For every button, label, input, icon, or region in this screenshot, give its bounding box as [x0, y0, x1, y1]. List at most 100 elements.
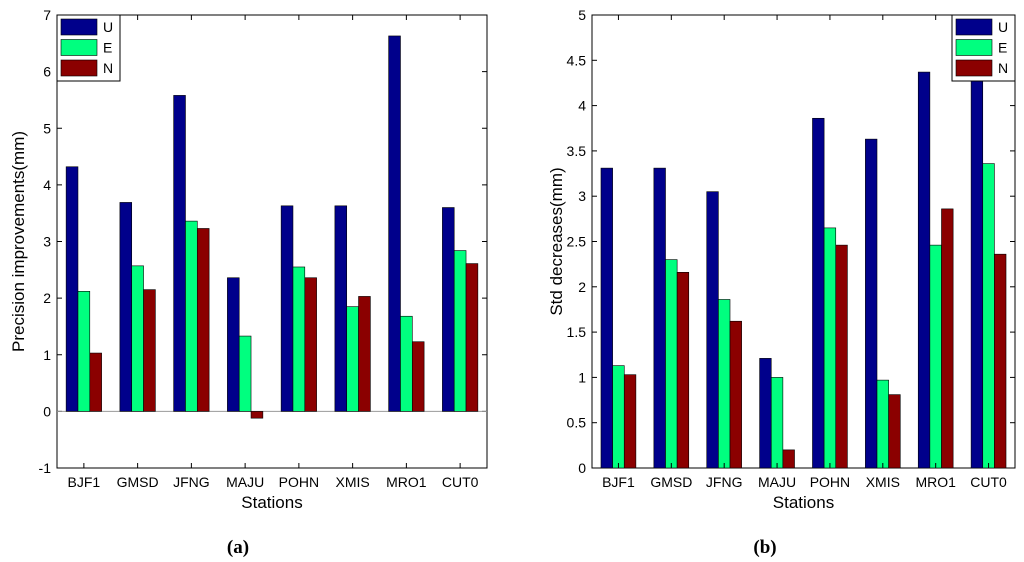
bar-n-jfng [729, 320, 742, 469]
y-tick-label: 4.5 [567, 52, 587, 68]
bar-e-cut0 [453, 250, 467, 412]
y-axis-label: Precision improvements(mm) [9, 131, 28, 352]
x-tick-label: JFNG [173, 474, 210, 490]
y-tick-label: 0 [578, 460, 586, 476]
y-tick-label: 1 [43, 347, 51, 363]
bar-e-gmsd [131, 265, 144, 412]
bar-u-gmsd [653, 167, 666, 469]
legend-label-e: E [998, 40, 1007, 56]
y-tick-label: 5 [578, 7, 586, 23]
bar-e-bjf1 [612, 365, 625, 469]
bar-n-mro1 [941, 208, 954, 469]
bar-e-xmis [876, 379, 889, 469]
x-tick-label: POHN [810, 474, 850, 490]
bar-n-cut0 [994, 253, 1007, 469]
bar-n-maju [782, 449, 795, 469]
bar-u-maju [227, 277, 240, 412]
x-tick-label: BJF1 [602, 474, 635, 490]
bar-e-cut0 [982, 163, 995, 469]
bar-e-bjf1 [77, 291, 91, 412]
x-axis-label: Stations [773, 493, 834, 512]
legend-swatch-e [60, 39, 98, 56]
x-tick-label: JFNG [706, 474, 743, 490]
y-tick-label: 2 [578, 279, 586, 295]
y-tick-label: 3 [43, 234, 51, 250]
y-tick-label: 0 [43, 403, 51, 419]
x-tick-label: BJF1 [68, 474, 101, 490]
x-tick-label: MRO1 [915, 474, 956, 490]
y-tick-label: 7 [43, 7, 51, 23]
bar-u-jfng [173, 95, 186, 412]
legend-a: UEN [56, 14, 121, 82]
bar-u-pohn [280, 205, 294, 412]
y-tick-label: 0.5 [567, 415, 587, 431]
bar-e-jfng [185, 220, 198, 412]
bar-n-pohn [835, 244, 848, 469]
bar-u-xmis [334, 205, 348, 412]
bar-n-mro1 [411, 341, 425, 412]
y-tick-label: 5 [43, 120, 51, 136]
legend-swatch-n [60, 59, 98, 77]
y-tick-label: 1 [578, 369, 586, 385]
legend-swatch-n [955, 59, 993, 77]
y-tick-label: 6 [43, 64, 51, 80]
x-tick-label: POHN [279, 474, 319, 490]
bar-u-mro1 [388, 35, 401, 412]
legend-swatch-u [955, 18, 993, 36]
y-axis-label: Std decreases(mm) [547, 167, 566, 315]
bar-e-jfng [718, 299, 731, 469]
legend-label-n: N [103, 60, 113, 76]
bar-n-gmsd [676, 272, 690, 469]
y-tick-label: 3 [578, 188, 586, 204]
x-tick-label: CUT0 [970, 474, 1007, 490]
x-tick-label: MAJU [226, 474, 264, 490]
legend-label-n: N [998, 60, 1008, 76]
legend-label-e: E [103, 40, 112, 56]
y-tick-label: -1 [39, 460, 52, 476]
legend-label-u: U [103, 19, 113, 35]
bar-u-bjf1 [600, 167, 613, 469]
y-tick-label: 2.5 [567, 234, 587, 250]
bar-n-xmis [358, 296, 371, 412]
bar-n-bjf1 [89, 352, 102, 412]
bar-n-cut0 [465, 263, 479, 412]
y-tick-label: 4 [43, 177, 51, 193]
chart-panel-a: -1 0 1 2 3 4 5 6 7 BJF1 GMSD JFNG MAJU POHN XMIS MRO1 CU… [9, 7, 488, 558]
chart-panel-b: 0 0.5 1 1.5 2 2.5 3 3.5 4 4.5 5 BJF1 GMSD JFNG MAJU POH… [547, 7, 1016, 558]
y-tick-label: 1.5 [567, 324, 587, 340]
panel-label-b: (b) [753, 537, 776, 558]
bar-u-pohn [812, 117, 825, 469]
x-tick-label: MAJU [758, 474, 796, 490]
bar-u-bjf1 [65, 166, 79, 412]
x-tick-label: CUT0 [442, 474, 479, 490]
y-tick-label: 3.5 [567, 143, 587, 159]
bar-u-xmis [865, 138, 878, 469]
bar-n-bjf1 [623, 374, 637, 469]
x-tick-label: XMIS [336, 474, 370, 490]
x-tick-label: MRO1 [386, 474, 427, 490]
bar-u-cut0 [970, 42, 984, 469]
bar-u-gmsd [119, 202, 133, 412]
y-tick-label: 2 [43, 290, 51, 306]
bar-e-pohn [292, 266, 306, 412]
bar-e-xmis [346, 306, 359, 412]
bar-n-gmsd [143, 289, 156, 412]
bar-u-maju [759, 358, 772, 469]
x-axis-label: Stations [241, 493, 302, 512]
bar-e-mro1 [400, 315, 413, 412]
x-tick-label: GMSD [117, 474, 159, 490]
bar-e-pohn [823, 227, 837, 469]
legend-swatch-e [955, 39, 993, 56]
legend-label-u: U [998, 19, 1008, 35]
y-tick-label: 4 [578, 98, 586, 114]
legend-swatch-u [60, 18, 98, 36]
bar-n-maju [250, 411, 264, 419]
bar-n-pohn [304, 277, 317, 412]
x-tick-label: XMIS [866, 474, 900, 490]
bar-n-xmis [888, 394, 901, 469]
x-tick-label: GMSD [650, 474, 692, 490]
bar-e-mro1 [929, 244, 942, 469]
legend-b: UEN [951, 14, 1016, 82]
panel-label-a: (a) [227, 537, 249, 558]
